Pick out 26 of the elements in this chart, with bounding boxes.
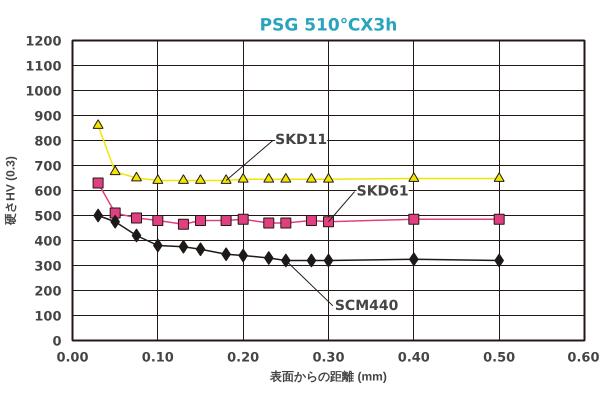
x-tick-label: 0.60	[567, 350, 599, 366]
chart-title: PSG 510℃X3h	[260, 16, 398, 36]
y-tick-label: 500	[34, 210, 62, 224]
y-tick-label: 1200	[25, 34, 62, 50]
text: SCM440	[334, 298, 399, 314]
x-tick-label: 0.30	[312, 350, 345, 366]
y-tick-label: 100	[34, 310, 62, 324]
x-tick-label: 0.20	[227, 350, 260, 366]
series-label: SKD61	[356, 184, 409, 200]
y-tick-label: 700	[34, 160, 62, 174]
y-tick-label: 1000	[25, 84, 62, 100]
x-tick-label: 0.50	[483, 350, 516, 366]
x-axis-title: 表面からの距離 (mm)	[269, 370, 387, 384]
y-tick-label: 600	[34, 184, 62, 200]
x-tick-label: 0.10	[142, 350, 174, 366]
x-tick-label: 0.00	[56, 350, 89, 366]
y-tick-label: 800	[34, 134, 62, 150]
y-tick-label: 0	[52, 334, 62, 350]
y-tick-label: 200	[34, 284, 62, 300]
series-label: SKD11	[275, 132, 328, 148]
y-axis-title: 硬さHV (0.3)	[3, 156, 18, 226]
x-tick-label: 0.40	[398, 350, 430, 366]
y-tick-label: 900	[34, 110, 62, 124]
y-tick-label: 1100	[25, 60, 62, 74]
y-tick-label: 400	[34, 234, 62, 250]
y-tick-label: 300	[34, 260, 62, 274]
